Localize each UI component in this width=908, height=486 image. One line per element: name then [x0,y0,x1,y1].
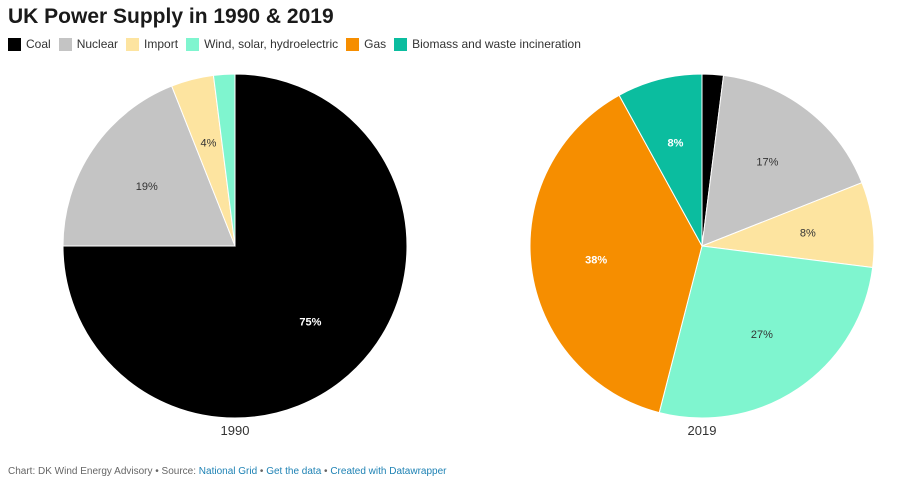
legend-item-biomass: Biomass and waste incineration [394,37,581,51]
legend-item-gas: Gas [346,37,386,51]
footer-credit: Chart: DK Wind Energy Advisory • Source: [8,466,199,477]
slice-label-2019-nuclear: 17% [756,157,778,169]
slice-label-2019-import: 8% [800,228,816,240]
legend-label-gas: Gas [364,37,387,51]
slice-label-2019-biomass-and-waste-incineration: 8% [668,138,684,150]
slice-1990-wind-solar-hydroelectric[interactable] [212,73,236,247]
legend-swatch-nuclear [58,37,72,51]
legend-item-nuclear: Nuclear [58,37,119,51]
slice-2019-nuclear[interactable] [701,74,863,247]
footer-separator-1: • [257,466,267,477]
pie-title-2019: 2019 [688,423,717,438]
legend-swatch-import [126,37,140,51]
pie-charts: 75% 19% 4% 1990 17% 8% 27% 38% 8% 2019 [62,73,875,438]
legend-item-import: Import [126,37,178,51]
pie-title-1990: 1990 [221,423,250,438]
pie-1990: 75% 19% 4% 1990 [62,73,408,438]
source-link[interactable]: National Grid [198,466,258,477]
legend-label-wind-solar-hydro: Wind, solar, hydroelectric [204,37,339,51]
footer-separator-2: • [321,466,331,477]
pie-2019: 17% 8% 27% 38% 8% 2019 [529,73,875,438]
slice-2019-biomass-and-waste-incineration[interactable] [618,73,703,247]
legend-swatch-coal [8,37,21,51]
legend-label-coal: Coal [26,37,51,51]
slice-2019-gas[interactable] [529,94,703,414]
legend-swatch-wind-solar-hydro [186,37,200,51]
slice-label-1990-coal: 75% [299,316,321,328]
get-data-link[interactable]: Get the data [266,466,322,477]
slice-2019-wind-solar-hydroelectric[interactable] [658,245,874,419]
slice-label-1990-import: 4% [201,138,217,150]
slice-label-2019-wind-solar-hydroelectric: 27% [751,329,773,341]
legend-item-coal: Coal [8,37,51,51]
chart-footer: Chart: DK Wind Energy Advisory • Source:… [8,466,447,477]
legend: Coal Nuclear Import Wind, solar, hydroel… [8,37,589,51]
slice-label-1990-nuclear: 19% [136,181,158,193]
datawrapper-link[interactable]: Created with Datawrapper [330,466,447,477]
legend-swatch-biomass [394,37,408,51]
slice-1990-nuclear[interactable] [62,85,236,247]
slice-label-2019-gas: 38% [585,254,607,266]
legend-label-biomass: Biomass and waste incineration [412,37,581,51]
legend-label-nuclear: Nuclear [76,37,119,51]
chart-title: UK Power Supply in 1990 & 2019 [8,5,334,28]
legend-item-wind-solar-hydro: Wind, solar, hydroelectric [186,37,338,51]
legend-swatch-gas [346,37,360,51]
legend-label-import: Import [144,37,179,51]
